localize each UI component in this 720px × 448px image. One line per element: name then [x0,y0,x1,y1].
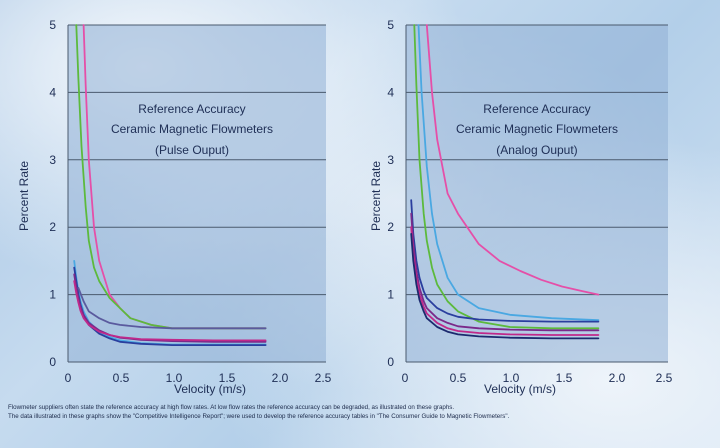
series-line-3 [417,24,600,322]
chart-title-line: Ceramic Magnetic Flowmeters [111,122,273,136]
chart-title-line: Reference Accuracy [483,102,590,116]
x-tick-label: 1.0 [503,371,520,385]
x-tick-label: 1.5 [219,371,236,385]
y-tick-label: 1 [387,288,394,302]
x-tick-label: 0.5 [450,371,467,385]
chart-title-line: Reference Accuracy [138,102,245,116]
series-line-5 [73,273,267,343]
x-axis-label: Velocity (m/s) [484,382,556,396]
x-tick-label: 0 [402,371,409,385]
caption-line-1: Flowmeter suppliers often state the refe… [8,404,455,411]
chart-title-line: (Pulse Ouput) [155,143,229,157]
series-line-6 [73,280,267,342]
x-tick-label: 2.0 [609,371,626,385]
y-tick-label: 1 [49,288,56,302]
y-tick-label: 5 [387,18,394,32]
series-line-2 [413,24,600,330]
y-tick-label: 2 [387,220,394,234]
chart-title-line: (Analog Ouput) [496,143,577,157]
x-tick-label: 0.5 [113,371,130,385]
plot-area [406,25,668,362]
y-tick-label: 3 [49,153,56,167]
y-tick-label: 4 [387,85,394,99]
y-axis-label: Percent Rate [369,161,383,231]
y-tick-label: 0 [387,355,394,369]
caption-line-2: The data illustrated in these graphs sho… [8,412,510,420]
x-tick-label: 2.5 [656,371,673,385]
chart-panel-1: 0 1 2 3 4 5 0 0.5 1.0 1.5 2.0 2.5 Velocity (m/s) Perc… [17,18,332,396]
chart-title-line: Ceramic Magnetic Flowmeters [456,122,618,136]
chart-panel-2: 0 1 2 3 4 5 0 0.5 1.0 1.5 2.0 2.5 Velocity (m/s) Perc… [369,18,673,396]
plot-area [68,25,326,362]
x-tick-label: 2.5 [315,371,332,385]
series-line-7 [410,233,600,340]
x-tick-label: 1.0 [166,371,183,385]
y-tick-label: 4 [49,85,56,99]
y-tick-label: 2 [49,220,56,234]
y-tick-label: 0 [49,355,56,369]
y-tick-label: 5 [49,18,56,32]
y-axis-label: Percent Rate [17,161,31,231]
y-tick-label: 3 [387,153,394,167]
x-tick-label: 0 [65,371,72,385]
series-line-4 [410,199,600,323]
series-line-7 [77,287,267,330]
figure-caption: Flowmeter suppliers often state the refe… [8,404,708,421]
series-line-1 [425,24,600,296]
x-tick-label: 2.0 [272,371,289,385]
x-tick-label: 1.5 [556,371,573,385]
x-axis-label: Velocity (m/s) [174,382,246,396]
